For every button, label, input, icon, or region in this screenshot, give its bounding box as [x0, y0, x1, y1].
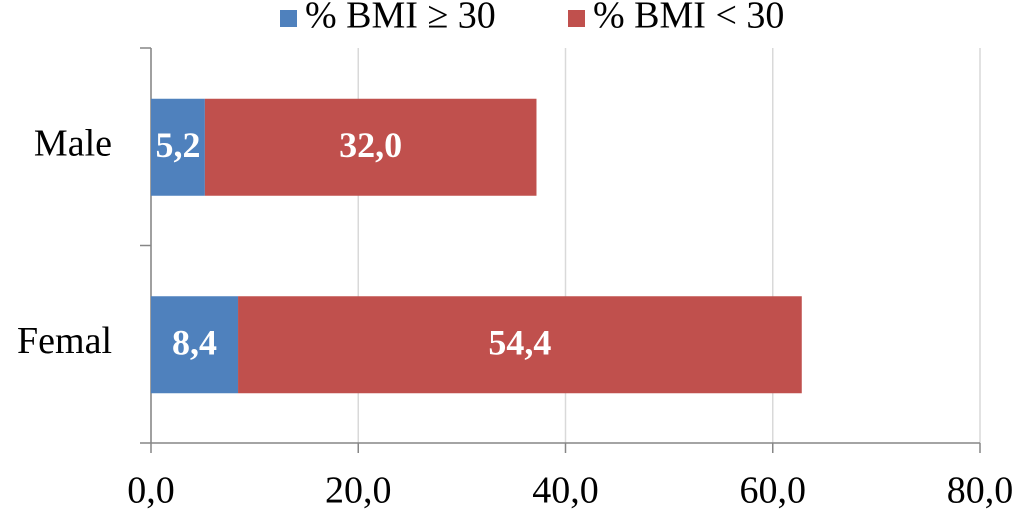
bar-segment: [238, 296, 802, 394]
x-tick-label: 40,0: [532, 470, 599, 512]
x-tick-label: 60,0: [740, 470, 807, 512]
y-tick-label: Male: [34, 122, 112, 164]
data-label: 5,2: [155, 125, 200, 165]
legend-swatch: [280, 10, 297, 27]
data-label: 54,4: [488, 323, 551, 363]
bar-segment: [204, 98, 537, 196]
bar-segment: [151, 98, 205, 196]
legend-label: % BMI < 30: [593, 0, 784, 37]
y-tick-label: Femal: [17, 320, 112, 362]
bar-segment: [151, 296, 239, 394]
data-label: 8,4: [172, 323, 217, 363]
data-label: 32,0: [339, 125, 402, 165]
x-tick-label: 80,0: [947, 470, 1014, 512]
x-tick-label: 0,0: [127, 470, 175, 512]
legend-swatch: [568, 10, 585, 27]
legend-label: % BMI ≥ 30: [305, 0, 496, 37]
x-tick-label: 20,0: [325, 470, 392, 512]
